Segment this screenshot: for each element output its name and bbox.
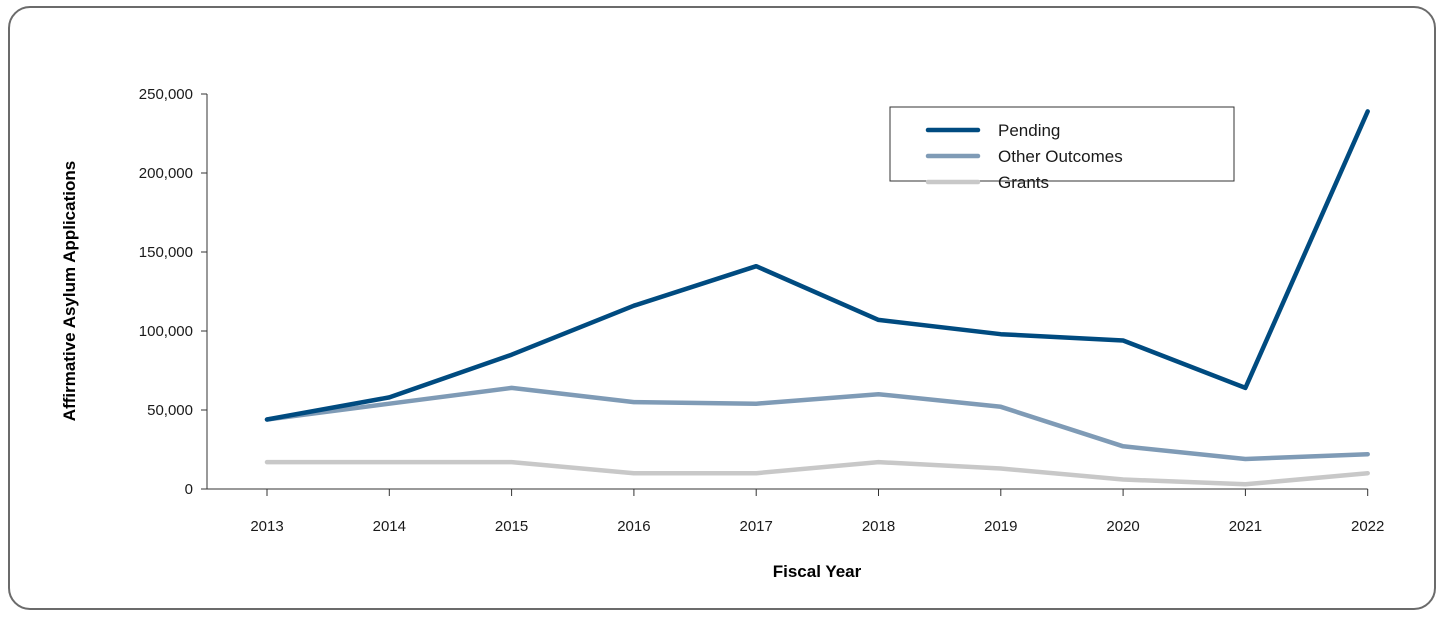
y-tick-label: 200,000 <box>139 165 193 182</box>
series-line-grants <box>264 459 1370 487</box>
x-axis: 2013 2014 2015 2016 2017 2018 2019 2020 2021 2022 <box>207 488 1384 535</box>
y-tick-label: 150,000 <box>139 244 193 261</box>
series-line-pending <box>264 109 1370 422</box>
y-axis-title: Affirmative Asylum Applications <box>60 161 79 421</box>
x-tick-label: 2017 <box>740 518 773 535</box>
series-layer <box>264 109 1370 487</box>
x-tick-label: 2015 <box>495 518 528 535</box>
y-tick-label: 250,000 <box>139 86 193 103</box>
legend-label-grants: Grants <box>998 173 1049 192</box>
y-tick-label: 50,000 <box>147 402 193 419</box>
x-tick-label: 2022 <box>1351 518 1384 535</box>
y-tick-label: 0 <box>185 481 193 498</box>
series-line-other-outcomes <box>264 385 1370 462</box>
x-tick-label: 2021 <box>1229 518 1262 535</box>
x-tick-label: 2019 <box>984 518 1017 535</box>
x-tick-label: 2018 <box>862 518 895 535</box>
x-axis-title: Fiscal Year <box>773 562 862 581</box>
x-tick-label: 2014 <box>373 518 406 535</box>
x-tick-label: 2020 <box>1106 518 1139 535</box>
y-tick-label: 100,000 <box>139 323 193 340</box>
legend-label-pending: Pending <box>998 121 1060 140</box>
legend-box <box>889 106 1235 182</box>
x-tick-label: 2013 <box>250 518 283 535</box>
legend: Pending Other Outcomes Grants <box>889 106 1235 192</box>
legend-label-other-outcomes: Other Outcomes <box>998 147 1123 166</box>
y-axis: 0 50,000 100,000 150,000 200,000 250,000 <box>139 86 208 498</box>
x-tick-label: 2016 <box>617 518 650 535</box>
